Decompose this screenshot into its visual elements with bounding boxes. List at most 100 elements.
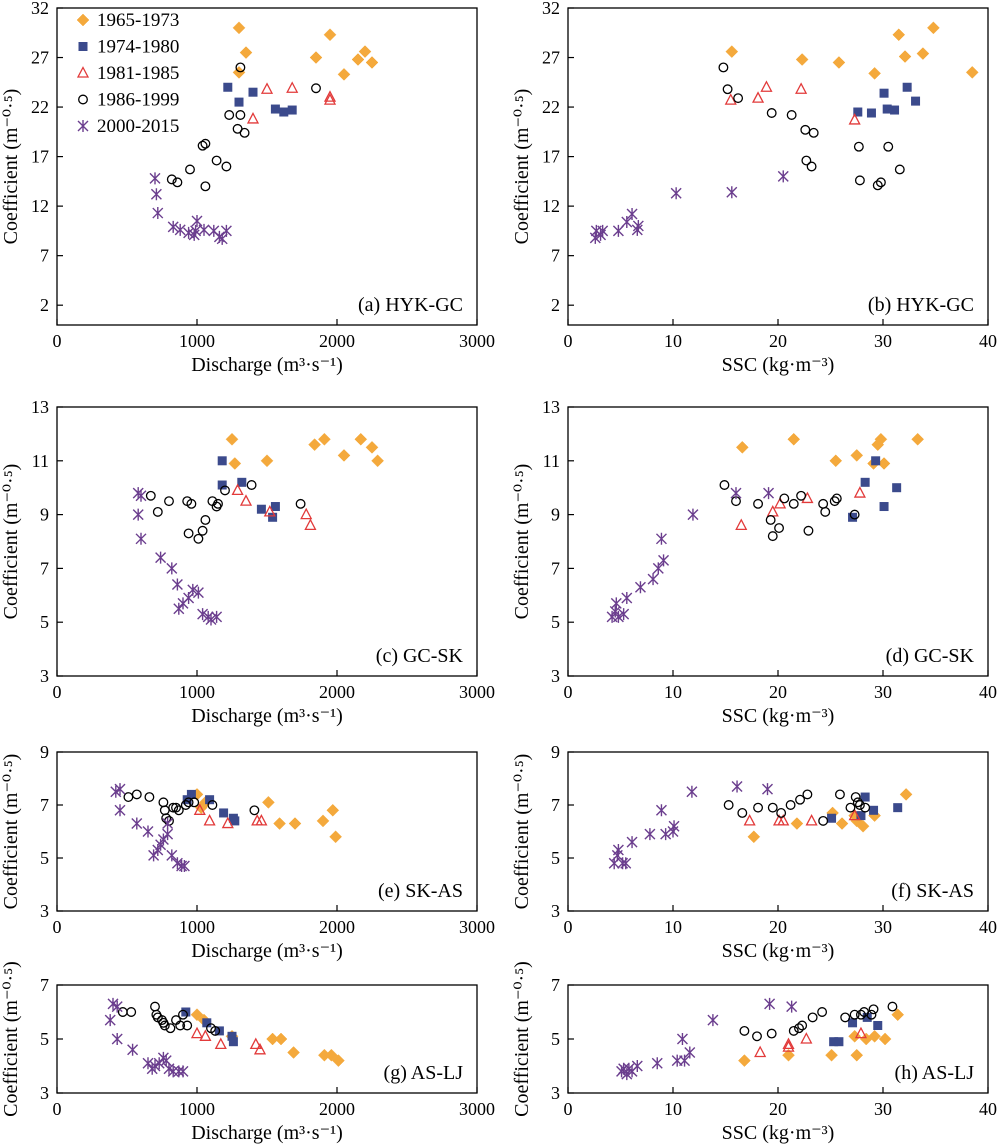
data-point — [126, 1007, 137, 1017]
data-point — [850, 1048, 864, 1062]
data-point — [807, 1012, 818, 1023]
data-point — [211, 610, 223, 623]
data-point — [621, 215, 633, 228]
y-tick-label: 5 — [551, 848, 560, 868]
legend-marker — [77, 120, 89, 132]
y-tick-label: 32 — [31, 0, 49, 18]
y-tick-label: 9 — [551, 742, 560, 762]
data-point — [825, 1048, 838, 1062]
data-point — [597, 224, 609, 237]
data-point — [132, 508, 144, 521]
data-point — [632, 219, 644, 232]
data-point — [262, 795, 275, 809]
series-group — [754, 1026, 868, 1058]
data-point — [634, 581, 646, 594]
x-tick-label: 1000 — [179, 1099, 215, 1119]
x-tick-label: 0 — [564, 331, 573, 351]
data-point — [806, 161, 817, 172]
y-axis-title: Coefficient (m⁻⁰·⁵) — [0, 961, 22, 1117]
data-point — [190, 1008, 204, 1022]
y-tick-label: 11 — [32, 451, 49, 471]
data-point — [891, 1008, 905, 1022]
data-point — [162, 828, 174, 841]
data-point — [879, 88, 889, 98]
data-point — [249, 1037, 262, 1050]
data-point — [827, 813, 837, 823]
chart-panel: 0 10 20 30 40 3 5 7 9 11 13 SSC (kg·m⁻³) Coefficient… — [511, 397, 997, 727]
x-axis-title: SSC (kg·m⁻³) — [722, 940, 835, 962]
data-point — [795, 53, 809, 66]
y-tick-label: 27 — [31, 48, 49, 68]
data-point — [239, 494, 253, 506]
data-point — [260, 82, 274, 94]
series-group — [848, 456, 902, 522]
data-point — [279, 107, 289, 117]
y-tick-label: 32 — [542, 0, 560, 18]
data-point — [111, 1033, 123, 1045]
series-group — [725, 21, 979, 80]
y-tick-label: 3 — [40, 901, 49, 921]
data-point — [652, 562, 664, 575]
data-point — [754, 1045, 767, 1058]
data-point — [114, 783, 126, 796]
data-point — [220, 224, 232, 237]
data-point — [198, 223, 210, 236]
data-point — [150, 188, 162, 201]
x-axis-title: Discharge (m³·s⁻¹) — [191, 940, 343, 962]
data-point — [190, 1026, 204, 1039]
data-point — [164, 496, 174, 507]
y-tick-label: 5 — [551, 1029, 560, 1049]
series-group — [718, 62, 905, 191]
x-tick-label: 2000 — [319, 331, 355, 351]
data-point — [618, 608, 630, 621]
data-point — [883, 141, 894, 152]
data-point — [658, 554, 670, 567]
data-point — [777, 170, 789, 183]
data-point — [878, 1032, 892, 1046]
data-point — [167, 220, 179, 233]
data-point — [738, 1054, 751, 1067]
data-point — [723, 800, 734, 810]
data-point — [684, 1046, 696, 1059]
data-point — [329, 830, 342, 844]
data-point — [365, 440, 379, 454]
data-point — [887, 1001, 898, 1012]
x-tick-label: 1000 — [179, 331, 215, 351]
data-point — [719, 480, 730, 490]
data-point — [731, 780, 743, 793]
x-tick-label: 30 — [874, 682, 892, 702]
data-point — [325, 1048, 338, 1062]
data-point — [849, 1009, 860, 1020]
data-point — [802, 789, 813, 800]
data-point — [214, 1037, 227, 1050]
data-point — [165, 1023, 176, 1034]
data-point — [224, 110, 235, 120]
data-point — [767, 531, 778, 542]
data-point — [760, 80, 773, 92]
data-point — [225, 432, 239, 446]
y-axis-title: Coefficient (m⁻⁰·⁵) — [0, 89, 22, 245]
data-point — [268, 512, 278, 522]
data-point — [785, 800, 796, 810]
data-point — [318, 432, 331, 446]
legend-label: 1986-1999 — [97, 90, 179, 111]
y-axis-title: Coefficient (m⁻⁰·⁵) — [511, 464, 533, 620]
y-tick-label: 2 — [40, 295, 49, 315]
data-point — [753, 498, 764, 509]
data-point — [766, 108, 777, 118]
panel-label: (d) GC-SK — [886, 645, 975, 667]
data-point — [808, 127, 819, 138]
data-point — [171, 802, 181, 813]
x-tick-label: 20 — [769, 331, 787, 351]
data-point — [866, 108, 876, 118]
data-point — [231, 483, 244, 496]
x-tick-label: 40 — [979, 1099, 997, 1119]
data-point — [856, 819, 870, 833]
data-point — [874, 432, 888, 446]
data-point — [159, 1020, 170, 1031]
data-point — [114, 804, 126, 817]
data-point — [174, 223, 186, 236]
y-tick-label: 22 — [31, 97, 49, 117]
data-point — [148, 849, 160, 862]
